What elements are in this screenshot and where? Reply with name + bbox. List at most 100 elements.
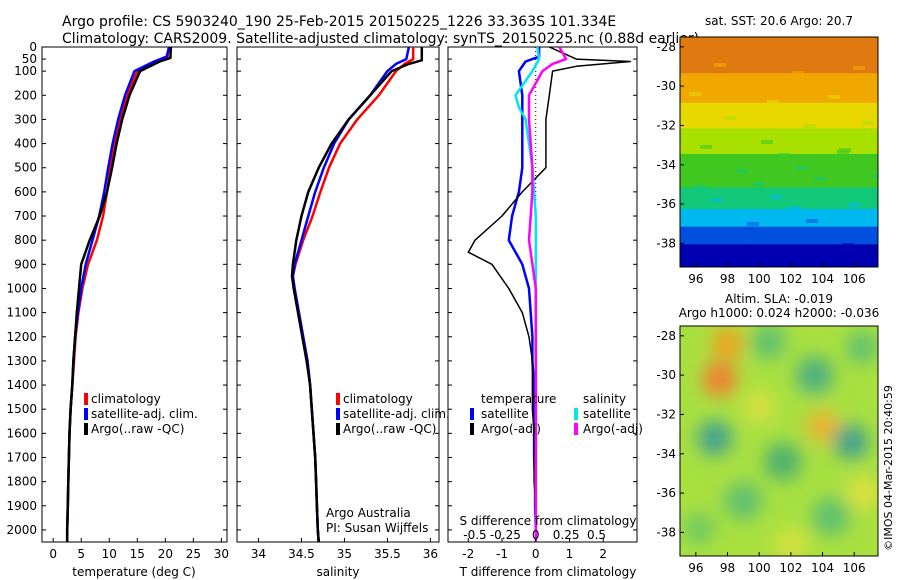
depth-tick-label: 1100 xyxy=(6,306,37,320)
sla-blob xyxy=(806,410,839,443)
x-tick-label: 2 xyxy=(599,547,607,561)
legend-argo-swatch xyxy=(84,423,88,435)
sst-texture xyxy=(775,58,787,62)
map-x-tick-label: 98 xyxy=(720,272,735,286)
series-line-t-argo-adj- xyxy=(467,47,632,542)
sst-texture xyxy=(867,214,878,218)
difference-panel-frame xyxy=(447,46,638,543)
depth-tick-label: 1900 xyxy=(6,499,37,513)
sst-texture xyxy=(703,240,715,244)
difference-lines xyxy=(467,47,632,542)
header-line1: Argo profile: CS 5903240_190 25-Feb-2015… xyxy=(62,14,616,30)
depth-axis-ticks xyxy=(42,46,637,531)
sst-texture xyxy=(764,235,776,239)
depth-tick-label: 2000 xyxy=(6,523,37,537)
depth-tick-label: 500 xyxy=(14,161,37,175)
depth-tick-label: 200 xyxy=(14,88,37,102)
x-tick-label: 0 xyxy=(532,547,540,561)
sst-texture xyxy=(859,256,871,260)
sst-texture xyxy=(873,174,878,178)
sst-texture xyxy=(792,71,804,75)
sst-texture xyxy=(823,232,835,236)
temperature-x-ticks: 0 5 10 15 20 25 30 xyxy=(49,538,229,561)
temperature-lines xyxy=(65,47,173,542)
sst-band xyxy=(680,244,878,267)
map-y-tick-label: -36 xyxy=(656,197,676,211)
sst-texture xyxy=(756,47,768,51)
sla-blobs xyxy=(683,326,878,556)
x-tick-label: -1 xyxy=(496,547,508,561)
temperature-panel-frame xyxy=(41,46,228,543)
legend-t-satellite-label: satellite xyxy=(481,407,529,421)
legend-satellite-label: satellite-adj. clim. xyxy=(91,407,198,421)
series-line-satellite-adj-clim- xyxy=(291,47,411,542)
legend-satellite-label: satellite-adj. clim. xyxy=(343,407,450,421)
sst-texture xyxy=(742,129,754,133)
map-x-tick-label: 98 xyxy=(720,561,735,575)
sst-texture xyxy=(820,137,832,141)
x2-tick-label: -0.25 xyxy=(490,528,521,542)
sst-texture xyxy=(848,203,860,207)
x2-tick-label: -0.5 xyxy=(463,528,486,542)
legend-climatology-swatch xyxy=(84,393,88,405)
sla-blob xyxy=(724,481,763,520)
map-x-tick-label: 104 xyxy=(811,272,834,286)
legend-satellite-swatch xyxy=(336,408,340,420)
x-tick-label: 35.5 xyxy=(374,547,401,561)
sla-blob xyxy=(702,361,738,397)
x2-tick-label: 0.25 xyxy=(553,528,580,542)
sla-blob xyxy=(847,477,878,509)
legend-temperature-title: temperature xyxy=(481,392,556,406)
sla-blob xyxy=(833,424,869,460)
map-x-tick-label: 106 xyxy=(843,561,866,575)
difference-x-ticks: -2 -1 0 1 2 xyxy=(462,538,607,561)
x2-tick-label: 0 xyxy=(532,528,540,542)
depth-tick-label: 1200 xyxy=(6,330,37,344)
map-y-tick-label: -30 xyxy=(656,368,676,382)
sla-blob xyxy=(846,331,878,364)
sst-texture xyxy=(784,113,796,117)
difference-x2-ticks: -0.5 -0.25 0 0.25 0.5 xyxy=(463,528,606,542)
series-line-s-argo-adj- xyxy=(527,47,568,542)
sst-texture xyxy=(683,132,695,136)
depth-tick-label: 50 xyxy=(22,52,37,66)
depth-tick-label: 1800 xyxy=(6,475,37,489)
map-x-tick-label: 102 xyxy=(779,561,802,575)
map-x-tick-label: 102 xyxy=(779,272,802,286)
legend-salinity-title: salinity xyxy=(583,392,626,406)
depth-tick-label: 0 xyxy=(29,40,37,54)
sst-texture xyxy=(789,206,801,210)
sst-texture xyxy=(700,145,712,149)
series-line-argo-raw-qc- xyxy=(65,47,173,542)
sst-texture xyxy=(767,100,779,104)
sst-texture xyxy=(870,79,878,83)
sst-texture xyxy=(856,161,868,165)
temperature-xlabel: temperature (deg C) xyxy=(72,565,195,579)
sla-blob xyxy=(763,442,802,481)
map-x-tick-label: 96 xyxy=(688,272,703,286)
map-y-tick-label: -34 xyxy=(656,447,676,461)
sst-texture xyxy=(834,55,846,59)
sla-map-image xyxy=(680,326,878,556)
salinity-x-ticks: 34 34.5 35 35.5 36 xyxy=(251,538,438,561)
map-x-tick-label: 100 xyxy=(748,272,771,286)
map-y-tick-label: -30 xyxy=(656,79,676,93)
argo-australia-annotation: Argo Australia xyxy=(326,506,411,520)
series-line-climatology xyxy=(291,47,415,542)
map-y-tick-label: -38 xyxy=(656,236,676,250)
sst-texture xyxy=(853,66,865,70)
sst-texture xyxy=(714,63,726,67)
x-tick-label: 35 xyxy=(337,547,352,561)
depth-tick-label: 700 xyxy=(14,209,37,223)
depth-tick-label: 1000 xyxy=(6,281,37,295)
sst-map-title: sat. SST: 20.6 Argo: 20.7 xyxy=(705,14,853,28)
sst-texture xyxy=(722,251,734,255)
sst-texture xyxy=(697,50,709,54)
sst-texture xyxy=(680,37,692,41)
sst-texture xyxy=(711,198,723,202)
sst-map-image xyxy=(680,37,878,267)
x-tick-label: 5 xyxy=(77,547,85,561)
imos-stamp: ©IMOS 04-Mar-2015 20:40:59 xyxy=(882,385,895,551)
map-y-tick-label: -28 xyxy=(656,329,676,343)
pi-annotation: PI: Susan Wijffels xyxy=(326,521,428,535)
